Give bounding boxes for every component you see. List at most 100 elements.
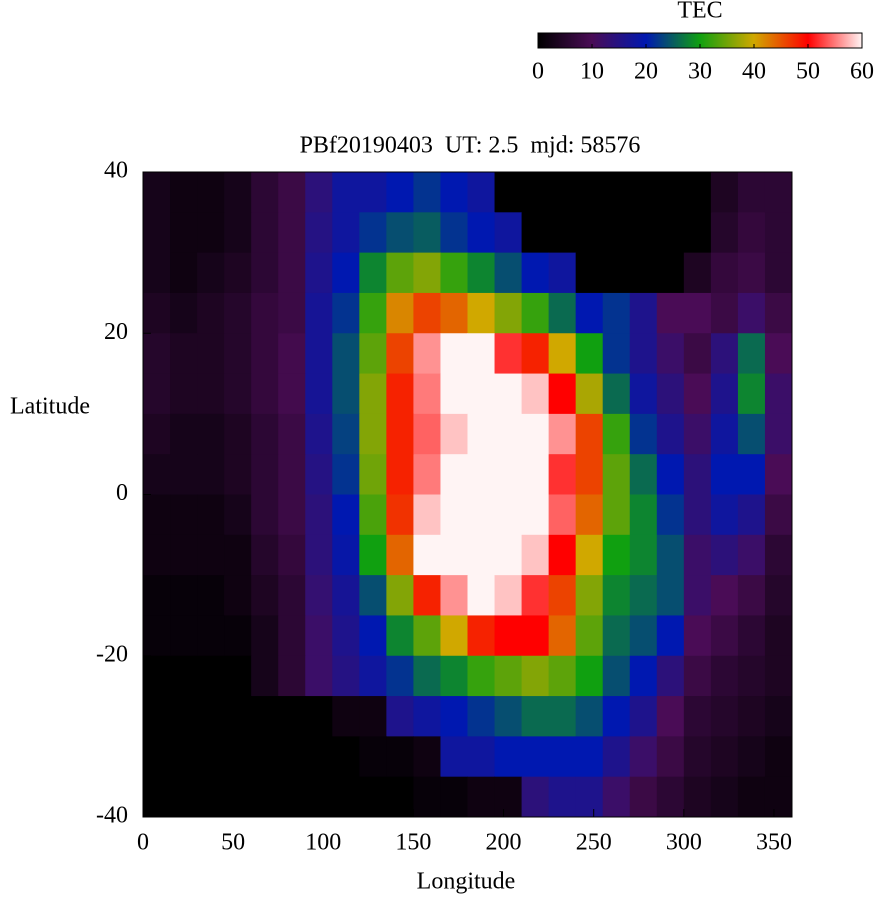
heatmap-cell	[278, 534, 306, 576]
heatmap-cell	[683, 776, 712, 818]
heatmap-cell	[359, 413, 387, 455]
heatmap-cell	[521, 696, 550, 737]
heatmap-cell	[332, 655, 360, 697]
heatmap-cell	[575, 333, 604, 375]
heatmap-cell	[656, 655, 685, 697]
heatmap-cell	[197, 575, 225, 616]
heatmap-cell	[413, 373, 441, 415]
heatmap-cell	[224, 373, 252, 415]
heatmap-cell	[467, 615, 496, 657]
heatmap-cell	[359, 534, 387, 576]
x-tick-label: 50	[221, 830, 245, 856]
heatmap-cell	[143, 454, 171, 495]
heatmap-cell	[413, 655, 441, 697]
heatmap-cell	[710, 292, 739, 334]
heatmap-cell	[467, 454, 496, 495]
heatmap-cell	[332, 696, 360, 737]
heatmap-cell	[386, 292, 414, 334]
heatmap-cell	[305, 212, 333, 254]
heatmap-cell	[575, 575, 604, 616]
heatmap-cell	[278, 494, 306, 536]
heatmap-cell	[548, 615, 577, 657]
heatmap-cell	[602, 534, 631, 576]
heatmap-cell	[683, 454, 712, 495]
heatmap-cell	[548, 776, 577, 818]
heatmap-cell	[143, 413, 171, 455]
heatmap-cell	[224, 776, 252, 818]
heatmap-cell	[548, 172, 577, 213]
heatmap-cell	[278, 776, 306, 818]
heatmap-cell	[170, 736, 198, 778]
heatmap-cell	[143, 615, 171, 657]
heatmap-cell	[521, 494, 550, 536]
heatmap-cell	[278, 292, 306, 334]
heatmap-cell	[251, 413, 279, 455]
heatmap-cell	[467, 413, 496, 455]
heatmap-cell	[575, 413, 604, 455]
heatmap-cell	[224, 655, 252, 697]
heatmap-cell	[629, 534, 658, 576]
heatmap-cell	[521, 212, 550, 254]
heatmap-cell	[656, 413, 685, 455]
colorbar-tick-label: 60	[850, 59, 874, 85]
heatmap-cell	[521, 655, 550, 697]
heatmap-cell	[548, 454, 577, 495]
heatmap-cell	[332, 212, 360, 254]
heatmap-cell	[197, 172, 225, 213]
heatmap-cell	[656, 696, 685, 737]
heatmap-cell	[521, 413, 550, 455]
heatmap-cell	[764, 172, 793, 213]
heatmap-cell	[170, 373, 198, 415]
heatmap-cell	[656, 534, 685, 576]
y-tick-label: 40	[104, 158, 128, 184]
heatmap-cell	[764, 615, 793, 657]
heatmap-cell	[683, 252, 712, 294]
heatmap-cell	[710, 696, 739, 737]
heatmap-cell	[143, 776, 171, 818]
heatmap-cell	[764, 494, 793, 536]
heatmap-cells	[143, 172, 793, 818]
heatmap-cell	[548, 373, 577, 415]
heatmap-cell	[683, 292, 712, 334]
heatmap-cell	[521, 172, 550, 213]
heatmap-cell	[305, 373, 333, 415]
heatmap-cell	[548, 212, 577, 254]
heatmap-cell	[737, 776, 766, 818]
heatmap-cell	[467, 292, 496, 334]
heatmap-cell	[251, 333, 279, 375]
heatmap-cell	[278, 454, 306, 495]
heatmap-cell	[710, 534, 739, 576]
heatmap-cell	[467, 575, 496, 616]
heatmap-cell	[602, 454, 631, 495]
heatmap-cell	[467, 333, 496, 375]
heatmap-cell	[737, 696, 766, 737]
heatmap-cell	[629, 252, 658, 294]
heatmap-cell	[656, 615, 685, 657]
heatmap-cell	[737, 172, 766, 213]
heatmap-cell	[386, 575, 414, 616]
heatmap-cell	[575, 454, 604, 495]
x-axis-label: Longitude	[417, 869, 516, 895]
heatmap-cell	[737, 736, 766, 778]
heatmap-cell	[575, 494, 604, 536]
heatmap-cell	[737, 333, 766, 375]
heatmap-cell	[170, 454, 198, 495]
heatmap-cell	[440, 252, 468, 294]
heatmap-cell	[197, 736, 225, 778]
heatmap-cell	[278, 373, 306, 415]
heatmap-cell	[710, 615, 739, 657]
heatmap-cell	[143, 696, 171, 737]
heatmap-cell	[197, 696, 225, 737]
heatmap-cell	[359, 736, 387, 778]
colorbar-tick-label: 30	[688, 59, 712, 85]
heatmap-cell	[602, 373, 631, 415]
heatmap-cell	[440, 292, 468, 334]
heatmap-cell	[332, 736, 360, 778]
heatmap-cell	[494, 212, 523, 254]
heatmap-cell	[413, 776, 441, 818]
heatmap-cell	[656, 575, 685, 616]
heatmap-cell	[737, 454, 766, 495]
heatmap-cell	[629, 696, 658, 737]
heatmap-cell	[143, 575, 171, 616]
heatmap-cell	[386, 655, 414, 697]
